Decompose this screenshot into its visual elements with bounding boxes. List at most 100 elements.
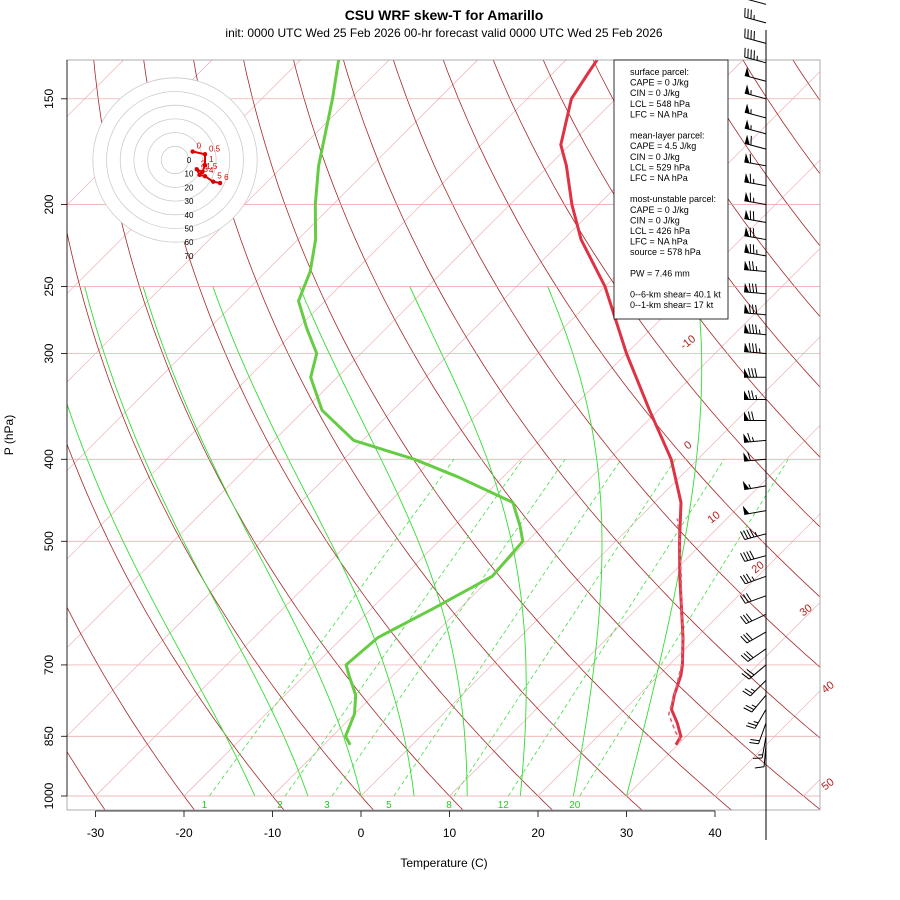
mixing-ratio-label: 20 [569, 800, 581, 811]
hodograph-point [211, 179, 216, 184]
mixing-ratio-label: 2 [277, 800, 283, 811]
panel-line: LFC = NA hPa [630, 109, 688, 119]
dry-adiabat [592, 60, 820, 388]
dry-adiabat [392, 60, 820, 668]
mixing-ratio-line [284, 459, 524, 797]
mixing-ratio-line [393, 459, 622, 797]
wind-barb [744, 411, 766, 422]
panel-line: source = 578 hPa [630, 247, 701, 257]
isotherm-line [537, 513, 820, 797]
wind-barb [739, 573, 767, 585]
isotherm-line [67, 60, 478, 471]
isotherm-line [183, 159, 820, 797]
panel-line: CAPE = 0 J/kg [630, 78, 689, 88]
hodograph-point [202, 152, 208, 157]
y-tick-label: 1000 [42, 782, 56, 809]
hodograph-point-label: 0 [197, 142, 202, 151]
x-tick-label: 40 [708, 826, 722, 840]
wind-barb [744, 7, 767, 24]
wind-barb [744, 84, 767, 100]
panel-line: 0--1-km shear= 17 kt [630, 300, 714, 310]
dewpoint-line [297, 60, 525, 746]
isotherm-label: 10 [706, 509, 723, 526]
panel-line: CAPE = 0 J/kg [630, 205, 689, 215]
hodograph-ring-label: 10 [185, 170, 194, 179]
wind-barb [752, 736, 767, 759]
hodograph-point-label: 3 [204, 165, 209, 174]
panel-line: LFC = NA hPa [630, 173, 688, 183]
mixing-ratio-label: 5 [386, 800, 392, 811]
isotherm-line [360, 336, 820, 797]
hodograph-point [200, 169, 205, 175]
wind-barb [739, 593, 767, 604]
isotherm-line [67, 60, 301, 294]
wind-barb [744, 243, 767, 257]
wind-barb [749, 722, 767, 745]
hodograph-point-label: 0.5 [209, 144, 221, 153]
y-tick-label: 250 [42, 276, 56, 296]
hodograph-ring-label: 70 [185, 252, 194, 261]
hodograph-ring [133, 118, 217, 202]
isotherm-line [272, 248, 820, 797]
wind-barb [744, 47, 767, 64]
isotherm-label: 40 [820, 679, 837, 696]
dry-adiabat [821, 0, 900, 814]
wind-barb [740, 648, 767, 662]
y-tick-label: 150 [42, 88, 56, 108]
y-tick-label: 400 [42, 449, 56, 469]
hodograph-point-label: 5 [217, 172, 222, 181]
y-tick-label: 700 [42, 655, 56, 675]
hodograph-ring [147, 132, 203, 188]
x-tick-label: 10 [443, 826, 457, 840]
dry-adiabat [442, 60, 820, 598]
y-tick-label: 300 [42, 343, 56, 363]
hodograph-ring-label: 30 [185, 197, 194, 206]
panel-line: 0--6-km shear= 40.1 kt [630, 290, 721, 300]
hodograph-ring [92, 77, 258, 243]
panel-line: LCL = 426 hPa [630, 226, 690, 236]
moist-adiabat [299, 286, 468, 796]
wind-barb [744, 282, 767, 295]
isotherm-line [67, 60, 390, 383]
wind-barb [744, 134, 767, 150]
mixing-ratio-label: 3 [324, 800, 330, 811]
wind-barb [744, 368, 766, 378]
wind-barb [744, 390, 766, 401]
panel-line: CIN = 0 J/kg [630, 88, 680, 98]
panel-line: LCL = 548 hPa [630, 99, 690, 109]
hodograph-point [197, 172, 202, 178]
x-tick-label: 30 [620, 826, 634, 840]
hodograph-point-label: 6 [224, 173, 229, 182]
dry-adiabat [193, 60, 643, 810]
x-tick-label: -10 [264, 826, 282, 840]
wind-barb [744, 191, 767, 206]
isotherm-line [0, 0, 57, 796]
dry-adiabat [143, 60, 553, 810]
hodograph-bg [92, 77, 258, 243]
background-lines [0, 0, 900, 814]
mixing-ratio-labels: 1 2 3 5 8 12 20 [202, 800, 581, 811]
moist-adiabat [142, 286, 362, 797]
isotherm-label: 50 [820, 776, 837, 793]
isotherm-line [803, 779, 820, 797]
isotherm-label: -10 [678, 333, 698, 352]
isotherm-line [714, 690, 820, 797]
panel-line: LCL = 529 hPa [630, 162, 690, 172]
isotherm-label: 30 [798, 602, 815, 619]
wind-barb [744, 323, 767, 336]
panel-line: PW = 7.46 mm [630, 268, 690, 278]
panel-line: most-unstable parcel: [630, 194, 716, 204]
isotherm-label: 20 [750, 559, 767, 576]
moist-adiabat [67, 402, 256, 797]
moist-adiabat [84, 286, 309, 797]
hodograph-ring-label: 20 [185, 183, 194, 192]
sounding-profiles [297, 60, 685, 746]
hodograph-point [194, 167, 199, 172]
wind-barb [744, 260, 767, 273]
panel-line: mean-layer parcel: [630, 131, 705, 141]
isotherm-label: 0 [682, 439, 694, 452]
wind-barb [744, 153, 767, 167]
y-axis-title: P (hPa) [2, 415, 16, 455]
dry-adiabat [343, 60, 820, 739]
